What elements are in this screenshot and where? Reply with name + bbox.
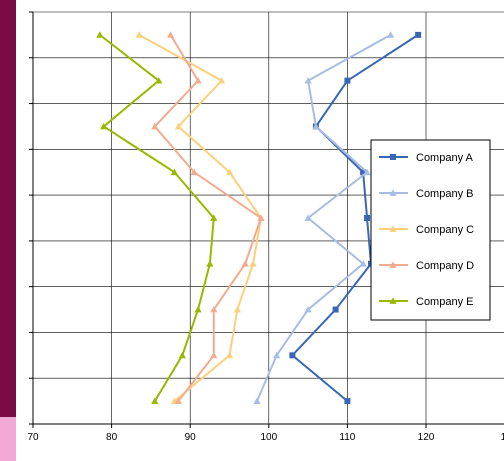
series-line (138, 34, 262, 402)
data-point (304, 77, 312, 84)
data-point (135, 31, 143, 38)
data-point (218, 77, 226, 84)
sidebar-strip (0, 0, 16, 461)
data-point (249, 260, 257, 267)
x-tick-label: 110 (339, 432, 355, 443)
data-point (155, 77, 163, 84)
sidebar-strip-bottom (0, 417, 16, 461)
legend-label: Company E (416, 296, 473, 308)
series-company-e (96, 31, 218, 404)
series-line (153, 34, 262, 402)
data-point (253, 397, 261, 404)
data-point (312, 122, 320, 130)
legend-item: Company D (379, 260, 474, 272)
x-tick-label: 70 (27, 432, 39, 443)
data-point (415, 31, 422, 38)
data-point (178, 351, 186, 359)
data-point (359, 260, 367, 267)
x-tick-label: 80 (106, 432, 118, 443)
x-tick-label: 90 (185, 432, 197, 443)
data-point (210, 305, 218, 313)
data-point (210, 351, 218, 359)
x-tick-label: 100 (260, 432, 277, 443)
data-point (389, 225, 397, 232)
series-company-b (253, 31, 395, 404)
legend-label: Company D (416, 260, 474, 272)
data-point (289, 352, 296, 359)
data-point (241, 260, 249, 267)
data-point (170, 168, 179, 176)
data-point (190, 168, 198, 176)
data-point (389, 261, 397, 268)
data-point (96, 31, 104, 38)
series-line (99, 34, 215, 402)
x-tick-label: 120 (418, 432, 435, 443)
data-point (174, 397, 183, 404)
data-point (344, 77, 351, 84)
legend-item: Company C (379, 224, 474, 236)
data-point (363, 168, 371, 176)
data-point (273, 351, 281, 359)
series-company-d (151, 31, 265, 404)
data-point (166, 31, 175, 38)
sidebar-strip-top (0, 0, 16, 417)
data-point (194, 305, 202, 313)
x-tick-label: 13 (501, 432, 504, 443)
chart-series (96, 31, 422, 405)
data-point (225, 351, 234, 359)
data-point (206, 260, 214, 267)
data-point (389, 297, 397, 304)
data-point (151, 397, 159, 404)
chart-axes (29, 11, 504, 428)
data-point (332, 306, 339, 313)
data-point (387, 31, 395, 38)
data-point (100, 122, 108, 130)
data-point (233, 305, 241, 313)
data-point (360, 169, 367, 176)
legend-item: Company E (379, 296, 473, 308)
data-point (364, 215, 371, 221)
legend-item: Company B (379, 188, 473, 200)
legend-label: Company C (416, 224, 474, 236)
legend: Company A Company B Company C Company D Comp… (370, 139, 491, 321)
data-point (225, 168, 234, 176)
data-point (210, 214, 218, 221)
data-point (389, 189, 397, 196)
legend-label: Company B (416, 188, 473, 200)
data-point (174, 122, 183, 130)
data-point (304, 305, 312, 313)
data-point (194, 77, 202, 84)
legend-label: Company A (416, 152, 474, 164)
data-point (151, 122, 159, 130)
data-point (344, 398, 351, 405)
series-company-c (135, 31, 265, 404)
legend-item: Company A (379, 152, 474, 164)
data-point (304, 214, 312, 221)
data-point (257, 214, 265, 221)
data-point (390, 154, 396, 160)
x-tick-labels: 70 80 90 100 110 120 13 (27, 432, 504, 443)
